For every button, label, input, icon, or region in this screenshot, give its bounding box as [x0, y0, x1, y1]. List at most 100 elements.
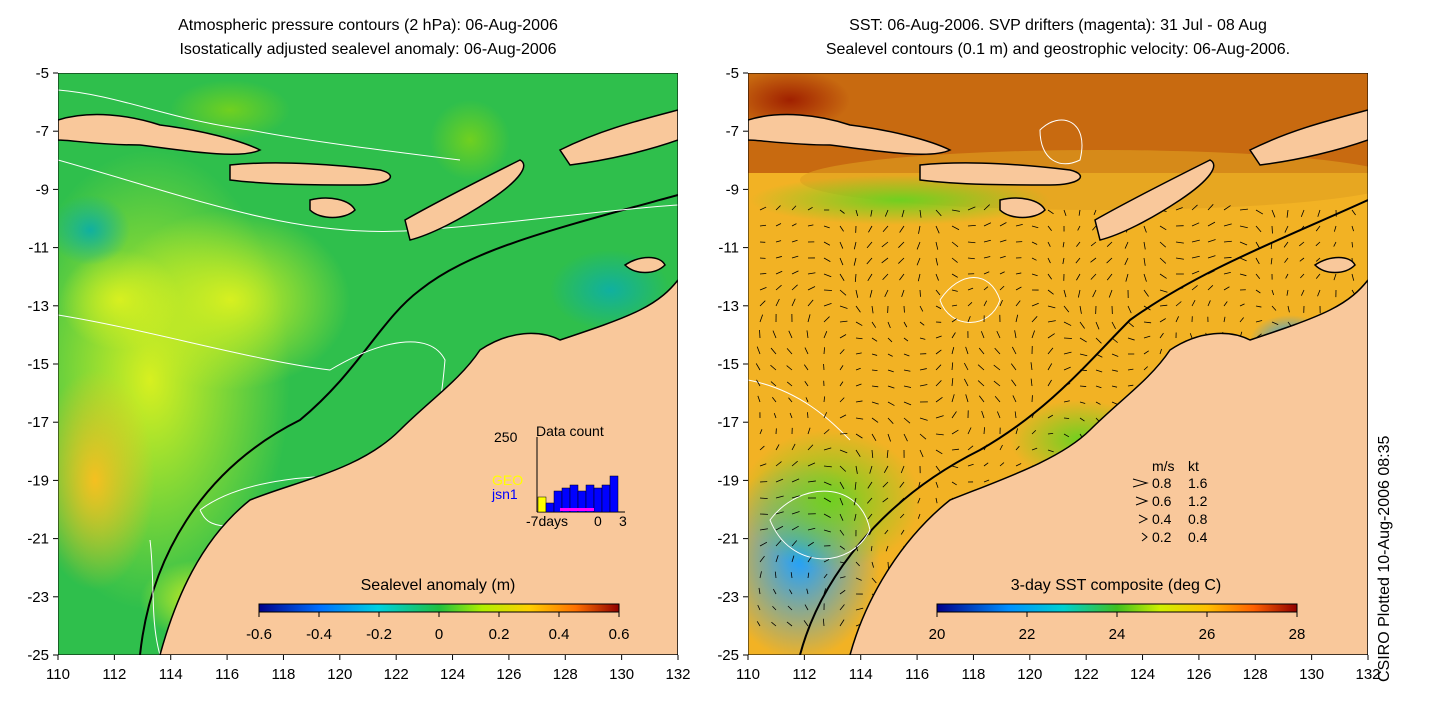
left-colorbar-tick-label: 0.2 [489, 626, 510, 643]
left-land-flores [229, 162, 392, 186]
right-y-axis: -5 -7 -9 -11 -13 -15 -17 -19 -21 -23 -25 [717, 65, 748, 664]
inset-ymax-label: 250 [494, 429, 518, 445]
inset-title: Data count [536, 423, 604, 439]
right-y-tick-label: -5 [726, 65, 739, 82]
inset-drifter-marker [560, 508, 594, 511]
left-x-tick-label: 110 [46, 666, 70, 683]
right-shelf-contour [799, 199, 1368, 655]
left-x-tick-label: 126 [496, 666, 521, 683]
inset-bar-jsn1 [593, 487, 603, 513]
right-land-sumba [999, 197, 1046, 219]
left-colorbar-tick-label: -0.2 [366, 626, 392, 643]
left-x-tick-label: 116 [215, 666, 239, 683]
right-x-tick-label: 124 [1130, 666, 1155, 683]
inset-bar-jsn1 [601, 484, 611, 513]
left-y-axis: -5 -7 -9 -11 -13 -15 -17 -19 -21 -23 -25 [27, 65, 58, 664]
left-y-tick-label: -9 [36, 181, 49, 198]
left-colorbar-title: Sealevel anomaly (m) [361, 577, 516, 594]
inset-bar-jsn1 [609, 475, 619, 513]
velocity-legend-arrow [1135, 496, 1149, 506]
inset-bars [537, 475, 619, 513]
right-y-tick-label: -15 [717, 356, 739, 373]
inset-legend-geo: GEO [492, 472, 523, 488]
left-land-timor [404, 159, 525, 241]
left-land-tiwi [623, 256, 666, 274]
left-x-tick-label: 132 [665, 666, 690, 683]
left-colorbar-tick-label: 0.4 [549, 626, 570, 643]
right-land-timor [1094, 159, 1215, 241]
left-y-tick-label: -7 [36, 123, 49, 140]
left-y-tick-label: -11 [28, 240, 49, 257]
left-x-tick-label: 120 [327, 666, 352, 683]
right-y-tick-label: -21 [717, 531, 739, 548]
left-x-tick-label: 114 [159, 666, 183, 683]
left-x-tick-label: 118 [271, 666, 295, 683]
right-map [748, 73, 1368, 655]
left-y-tick-label: -19 [27, 472, 49, 489]
velocity-legend-header-ms: m/s [1152, 458, 1175, 474]
right-land-north-islands [1248, 109, 1368, 166]
left-land-north-islands [558, 109, 678, 166]
left-colorbar-tick-label: -0.6 [246, 626, 272, 643]
right-y-tick-label: -11 [718, 240, 739, 257]
right-x-axis: 110 112 114 116 118 120 122 124 126 128 130 132 [736, 655, 1381, 683]
right-colorbar-gradient [936, 603, 1298, 613]
right-x-tick-label: 116 [905, 666, 929, 683]
right-x-tick-label: 126 [1186, 666, 1211, 683]
left-land-australia [159, 278, 678, 655]
inset-bar-geo [537, 496, 547, 513]
velocity-legend-ms: 0.4 [1152, 511, 1172, 527]
right-colorbar-tick-label: 28 [1289, 626, 1306, 643]
left-colorbar-tick-label: -0.4 [306, 626, 332, 643]
left-panel-title-line1: Atmospheric pressure contours (2 hPa): 0… [178, 17, 558, 34]
velocity-legend-arrow [1141, 532, 1148, 542]
right-x-tick-label: 132 [1355, 666, 1380, 683]
velocity-legend-ms: 0.8 [1152, 475, 1172, 491]
inset-x-label-mid: 0 [594, 513, 602, 529]
right-panel-title-line1: SST: 06-Aug-2006. SVP drifters (magenta)… [849, 17, 1267, 34]
left-x-axis: 110 112 114 116 118 120 122 124 126 128 130 132 [46, 655, 691, 683]
right-x-tick-label: 128 [1243, 666, 1268, 683]
left-colorbar-tick-label: 0.6 [609, 626, 630, 643]
velocity-legend-kt: 1.2 [1188, 493, 1208, 509]
right-y-tick-label: -7 [726, 123, 739, 140]
right-x-tick-label: 120 [1017, 666, 1042, 683]
left-x-tick-label: 130 [609, 666, 634, 683]
right-land-tiwi [1313, 256, 1356, 274]
right-colorbar-tick-label: 22 [1019, 626, 1036, 643]
right-x-tick-label: 130 [1299, 666, 1324, 683]
velocity-legend-ms: 0.2 [1152, 529, 1172, 545]
left-colorbar: Sealevel anomaly (m) -0.6 -0.4 -0.2 0 0.2 0.4… [246, 577, 629, 643]
left-colorbar-gradient [258, 603, 620, 613]
inset-legend-jsn1: jsn1 [491, 486, 518, 502]
velocity-legend-kt: 0.4 [1188, 529, 1208, 545]
left-y-tick-label: -17 [27, 414, 49, 431]
right-land-java-bali [748, 113, 952, 156]
right-y-tick-label: -19 [717, 472, 739, 489]
left-colorbar-tick-label: 0 [435, 626, 443, 643]
left-x-tick-label: 122 [384, 666, 409, 683]
right-y-tick-label: -9 [726, 181, 739, 198]
left-y-tick-label: -13 [27, 298, 49, 315]
right-y-tick-label: -13 [717, 298, 739, 315]
right-y-tick-label: -23 [717, 589, 739, 606]
velocity-legend-arrow [1138, 514, 1149, 524]
right-land-australia [849, 278, 1368, 655]
velocity-legend-ms: 0.6 [1152, 493, 1172, 509]
right-x-tick-label: 112 [792, 666, 816, 683]
right-colorbar-title: 3-day SST composite (deg C) [1011, 577, 1221, 594]
left-y-tick-label: -21 [27, 531, 49, 548]
right-colorbar-tick-label: 24 [1109, 626, 1126, 643]
left-y-tick-label: -23 [27, 589, 49, 606]
right-y-tick-label: -25 [717, 647, 739, 664]
data-count-inset: Data count 250 GEO jsn1 -7days 0 3 [491, 423, 627, 529]
right-x-tick-label: 110 [736, 666, 760, 683]
csiro-credit: CSIRO Plotted 10-Aug-2006 08:35 [1376, 435, 1393, 682]
right-x-tick-label: 122 [1074, 666, 1099, 683]
left-land-sumba [309, 197, 356, 219]
inset-x-label-right: 3 [619, 513, 627, 529]
right-x-tick-label: 118 [961, 666, 985, 683]
right-colorbar-tick-label: 20 [929, 626, 946, 643]
inset-bar-jsn1 [569, 484, 579, 513]
